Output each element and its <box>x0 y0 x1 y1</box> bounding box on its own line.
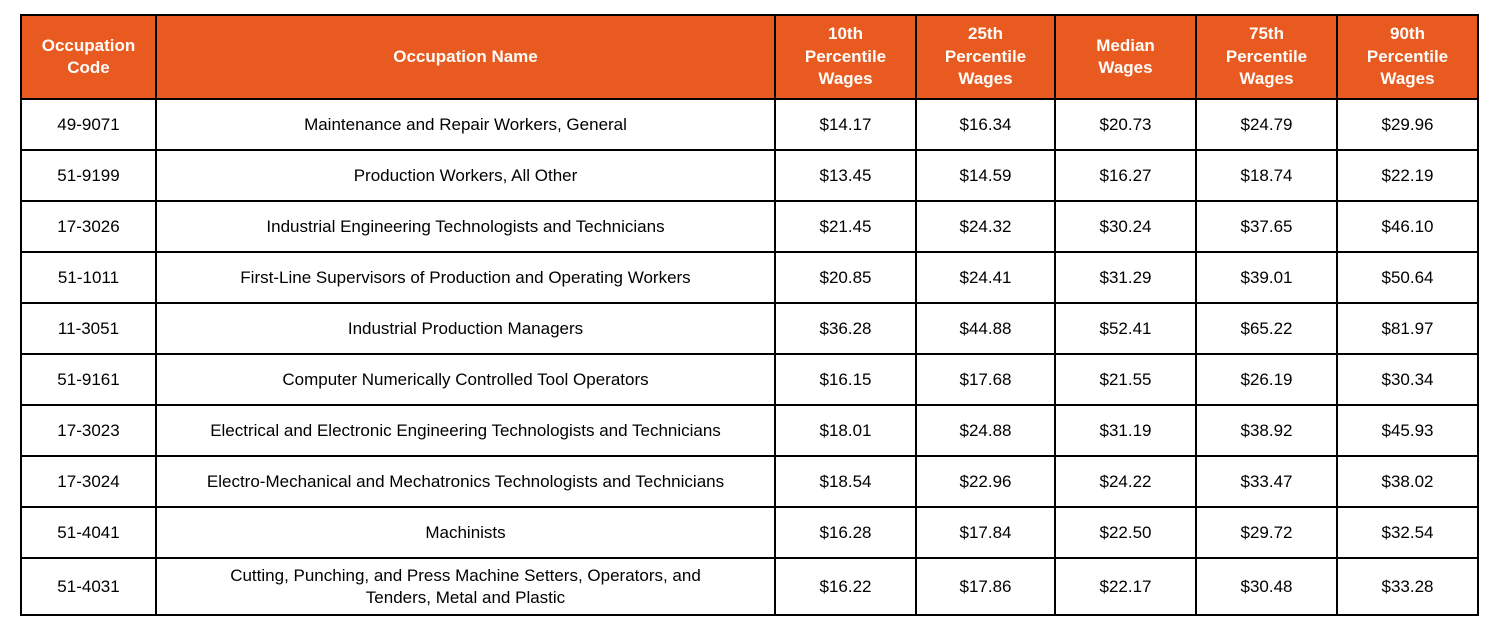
wage-median-cell: $31.29 <box>1054 251 1197 304</box>
occupation-code-cell: 51-4041 <box>20 506 157 559</box>
table-header: Occupation Code Occupation Name 10th Per… <box>20 14 1479 100</box>
occupation-name-cell: Cutting, Punching, and Press Machine Set… <box>155 557 776 616</box>
wage-table-body: 49-9071 Maintenance and Repair Workers, G… <box>20 98 1479 616</box>
occupation-code-cell: 49-9071 <box>20 98 157 151</box>
occupation-name-cell: Maintenance and Repair Workers, General <box>155 98 776 151</box>
wage-10th-percentile-cell: $18.01 <box>774 404 917 457</box>
wage-median-cell: $52.41 <box>1054 302 1197 355</box>
wage-25th-percentile-cell: $17.86 <box>915 557 1056 616</box>
occupation-code-cell: 17-3026 <box>20 200 157 253</box>
wage-75th-percentile-cell: $26.19 <box>1195 353 1338 406</box>
wage-90th-percentile-cell: $32.54 <box>1336 506 1479 559</box>
table-row: 11-3051 Industrial Production Managers $36… <box>20 302 1479 355</box>
occupation-name-cell: Machinists <box>155 506 776 559</box>
wage-median-cell: $31.19 <box>1054 404 1197 457</box>
table-row: 51-4031 Cutting, Punching, and Press Mach… <box>20 557 1479 616</box>
table-row: 17-3026 Industrial Engineering Technologi… <box>20 200 1479 253</box>
wage-10th-percentile-cell: $16.28 <box>774 506 917 559</box>
occupation-wage-table: Occupation Code Occupation Name 10th Per… <box>20 14 1479 616</box>
occupation-code-cell: 51-1011 <box>20 251 157 304</box>
wage-10th-percentile-cell: $36.28 <box>774 302 917 355</box>
wage-10th-percentile-header: 10th Percentile Wages <box>774 14 917 100</box>
wage-75th-percentile-cell: $30.48 <box>1195 557 1338 616</box>
wage-25th-percentile-cell: $24.88 <box>915 404 1056 457</box>
occupation-code-cell: 51-9199 <box>20 149 157 202</box>
wage-90th-percentile-header: 90th Percentile Wages <box>1336 14 1479 100</box>
occupation-name-cell: Production Workers, All Other <box>155 149 776 202</box>
table-row: 17-3023 Electrical and Electronic Enginee… <box>20 404 1479 457</box>
occupation-code-cell: 17-3024 <box>20 455 157 508</box>
wage-median-cell: $16.27 <box>1054 149 1197 202</box>
wage-90th-percentile-cell: $30.34 <box>1336 353 1479 406</box>
wage-75th-percentile-cell: $29.72 <box>1195 506 1338 559</box>
table-row: 51-9161 Computer Numerically Controlled T… <box>20 353 1479 406</box>
occupation-code-cell: 51-9161 <box>20 353 157 406</box>
header-row: Occupation Code Occupation Name 10th Per… <box>20 14 1479 100</box>
wage-median-cell: $22.17 <box>1054 557 1197 616</box>
wage-75th-percentile-cell: $39.01 <box>1195 251 1338 304</box>
wage-90th-percentile-cell: $22.19 <box>1336 149 1479 202</box>
wage-10th-percentile-cell: $18.54 <box>774 455 917 508</box>
wage-90th-percentile-cell: $29.96 <box>1336 98 1479 151</box>
wage-25th-percentile-header: 25th Percentile Wages <box>915 14 1056 100</box>
wage-median-cell: $22.50 <box>1054 506 1197 559</box>
wage-10th-percentile-cell: $14.17 <box>774 98 917 151</box>
occupation-name-cell: Electro-Mechanical and Mechatronics Tech… <box>155 455 776 508</box>
wage-75th-percentile-cell: $37.65 <box>1195 200 1338 253</box>
wage-75th-percentile-cell: $38.92 <box>1195 404 1338 457</box>
table-row: 17-3024 Electro-Mechanical and Mechatroni… <box>20 455 1479 508</box>
wage-90th-percentile-cell: $81.97 <box>1336 302 1479 355</box>
wage-median-cell: $20.73 <box>1054 98 1197 151</box>
wage-25th-percentile-cell: $22.96 <box>915 455 1056 508</box>
wage-10th-percentile-cell: $21.45 <box>774 200 917 253</box>
occupation-code-cell: 17-3023 <box>20 404 157 457</box>
occupation-name-header: Occupation Name <box>155 14 776 100</box>
wage-90th-percentile-cell: $38.02 <box>1336 455 1479 508</box>
table-row: 51-9199 Production Workers, All Other $13.… <box>20 149 1479 202</box>
wage-75th-percentile-header: 75th Percentile Wages <box>1195 14 1338 100</box>
wage-25th-percentile-cell: $24.32 <box>915 200 1056 253</box>
occupation-name-cell: First-Line Supervisors of Production and… <box>155 251 776 304</box>
occupation-name-cell: Computer Numerically Controlled Tool Ope… <box>155 353 776 406</box>
wage-25th-percentile-cell: $14.59 <box>915 149 1056 202</box>
wage-90th-percentile-cell: $46.10 <box>1336 200 1479 253</box>
wage-25th-percentile-cell: $24.41 <box>915 251 1056 304</box>
occupation-name-cell: Industrial Production Managers <box>155 302 776 355</box>
wage-25th-percentile-cell: $17.68 <box>915 353 1056 406</box>
wage-75th-percentile-cell: $65.22 <box>1195 302 1338 355</box>
occupation-name-cell: Industrial Engineering Technologists and… <box>155 200 776 253</box>
wage-median-cell: $30.24 <box>1054 200 1197 253</box>
occupation-code-cell: 11-3051 <box>20 302 157 355</box>
wage-75th-percentile-cell: $33.47 <box>1195 455 1338 508</box>
wage-10th-percentile-cell: $20.85 <box>774 251 917 304</box>
wage-10th-percentile-cell: $16.15 <box>774 353 917 406</box>
table-row: 51-4041 Machinists $16.28 $17.84 $22.50 $29.7… <box>20 506 1479 559</box>
wage-90th-percentile-cell: $33.28 <box>1336 557 1479 616</box>
wage-25th-percentile-cell: $17.84 <box>915 506 1056 559</box>
occupation-name-cell: Electrical and Electronic Engineering Te… <box>155 404 776 457</box>
wage-25th-percentile-cell: $16.34 <box>915 98 1056 151</box>
table-row: 49-9071 Maintenance and Repair Workers, G… <box>20 98 1479 151</box>
wage-median-cell: $21.55 <box>1054 353 1197 406</box>
wage-median-cell: $24.22 <box>1054 455 1197 508</box>
occupation-code-header: Occupation Code <box>20 14 157 100</box>
wage-10th-percentile-cell: $13.45 <box>774 149 917 202</box>
wage-75th-percentile-cell: $18.74 <box>1195 149 1338 202</box>
wage-median-header: Median Wages <box>1054 14 1197 100</box>
wage-75th-percentile-cell: $24.79 <box>1195 98 1338 151</box>
wage-90th-percentile-cell: $50.64 <box>1336 251 1479 304</box>
table-row: 51-1011 First-Line Supervisors of Product… <box>20 251 1479 304</box>
wage-90th-percentile-cell: $45.93 <box>1336 404 1479 457</box>
occupation-code-cell: 51-4031 <box>20 557 157 616</box>
wage-25th-percentile-cell: $44.88 <box>915 302 1056 355</box>
wage-10th-percentile-cell: $16.22 <box>774 557 917 616</box>
